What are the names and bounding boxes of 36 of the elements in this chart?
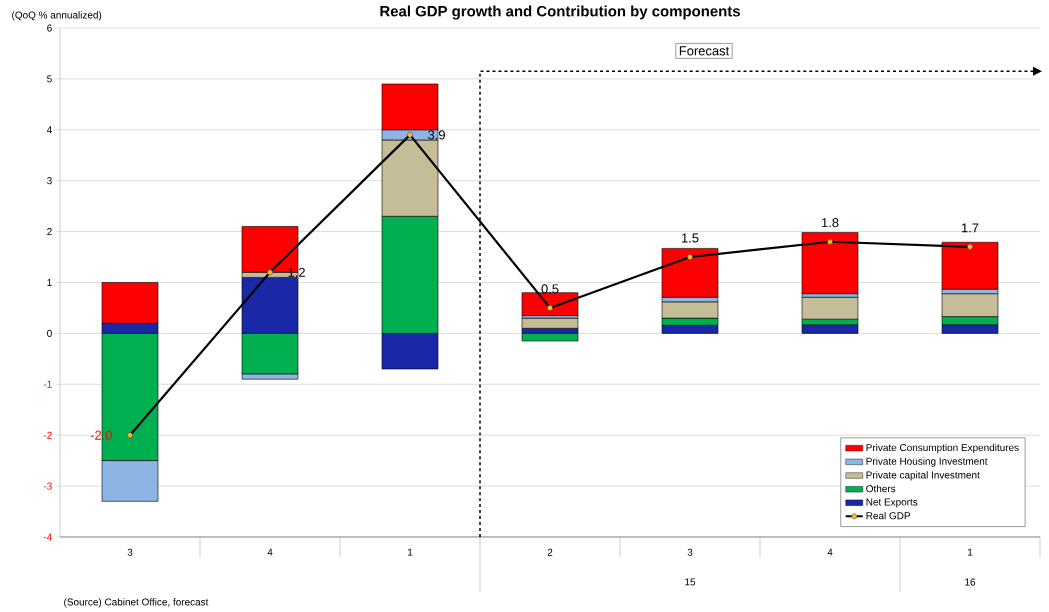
y-tick-label: 3 [47,177,52,185]
y-tick-label: 1 [47,279,52,286]
y-tick-label: -2 [43,431,52,439]
y-tick-label: 4 [46,126,52,134]
data-label: 1.8 [821,218,839,228]
legend-label: Net Exports [866,498,918,508]
data-label: 0.5 [541,284,559,294]
data-label: 1.7 [961,223,979,233]
data-label: 1.2 [288,267,305,277]
chart-title: Real GDP growth and Contribution by components [380,5,740,20]
x-tick-label: 3 [687,548,693,556]
y-tick-label: -1 [43,380,52,388]
x-tick-label: 4 [827,548,833,556]
data-label: 3.9 [428,130,445,140]
y-tick-label: 6 [47,24,52,32]
y-axis-title: (QoQ % annualized) [12,11,102,21]
legend-label: Private Housing Investment [866,457,988,467]
text: 16 [965,578,976,586]
x-tick-label: 1 [968,548,973,556]
annotation: Forecast [679,46,730,56]
x-tick-label: 2 [547,548,553,556]
y-tick-label: 2 [47,228,52,236]
data-label: 1.5 [681,233,699,243]
legend-label: Others [866,484,896,493]
y-tick-label: 5 [47,75,52,83]
text: 15 [685,578,696,586]
x-tick-label: 3 [127,548,133,556]
text: (Source) Cabinet Office, forecast [64,598,209,608]
x-tick-label: 4 [267,548,273,556]
y-tick-label: -3 [43,482,52,490]
y-tick-label: 0 [47,329,52,337]
legend-label: Private capital Investment [866,471,980,481]
legend-label: Private Consumption Expenditures [866,443,1019,454]
x-tick-label: 1 [408,548,413,556]
y-tick-label: -4 [43,533,52,541]
legend-label: Real GDP [866,511,911,520]
